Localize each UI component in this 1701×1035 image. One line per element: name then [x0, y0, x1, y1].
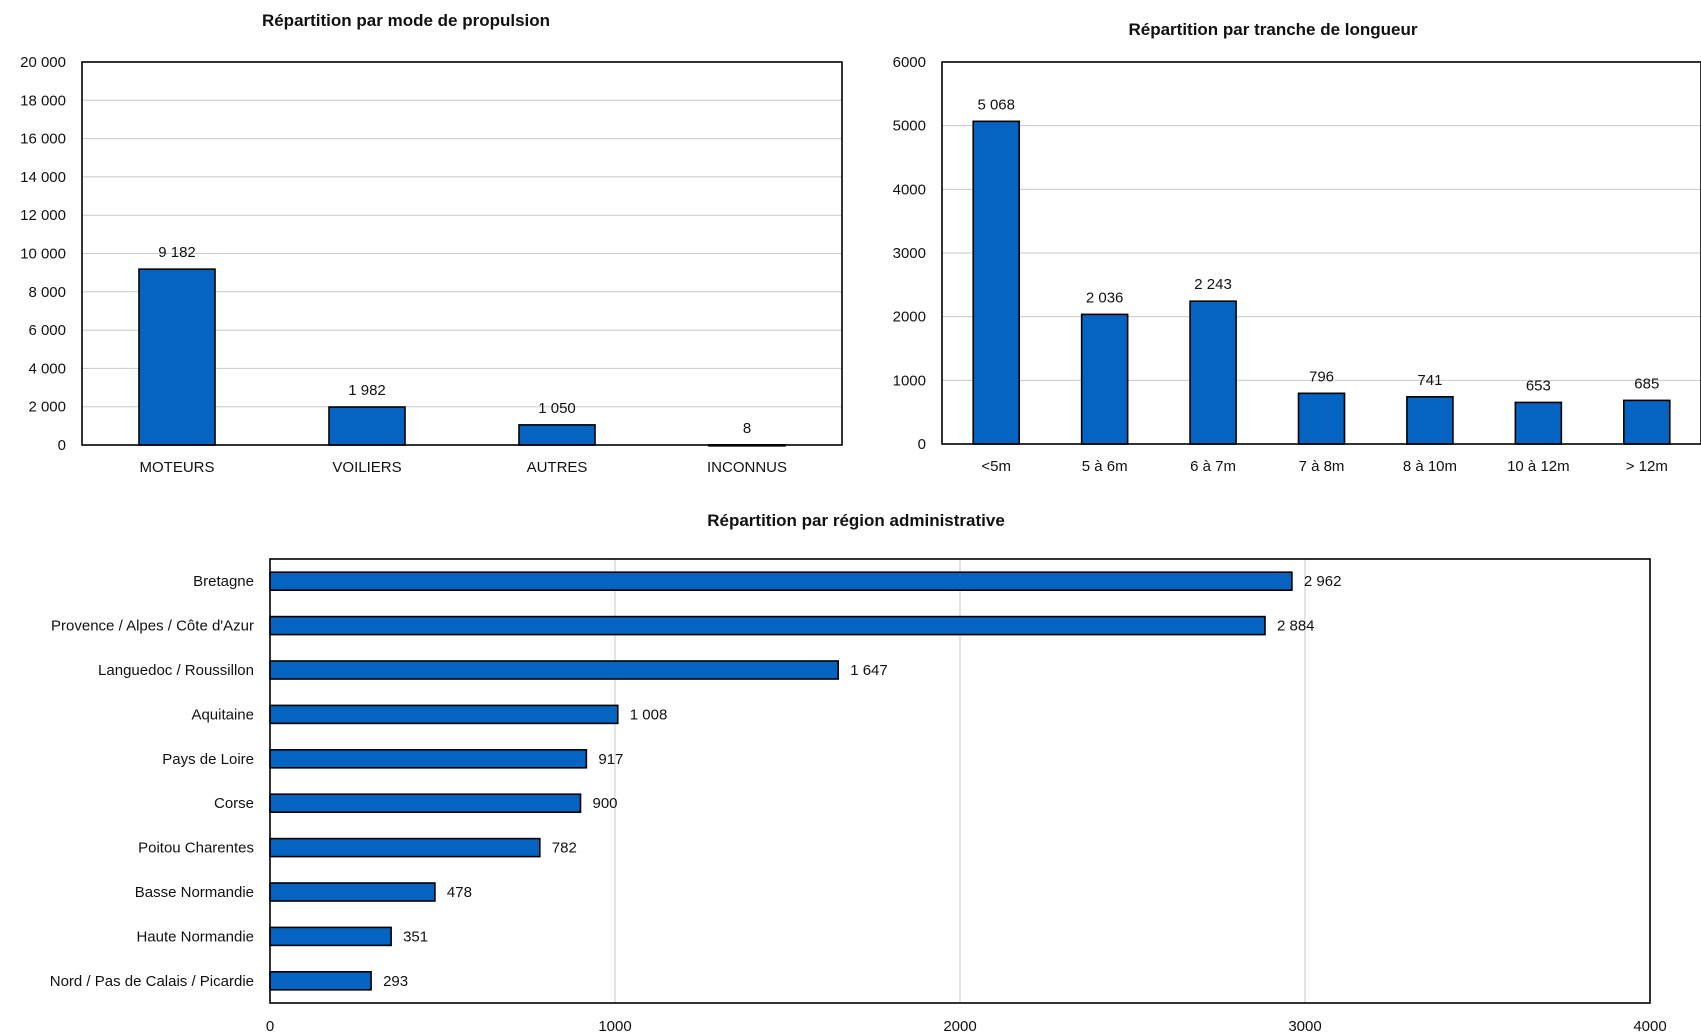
bar [518, 424, 596, 446]
y-tick-label: Poitou Charentes [138, 840, 254, 857]
y-tick-label: 8 000 [28, 284, 66, 301]
x-tick-label: 1000 [598, 1018, 631, 1035]
data-label: 478 [447, 884, 472, 901]
x-tick-label: 8 à 10m [1403, 458, 1457, 475]
y-tick-label: 5000 [893, 118, 926, 135]
data-label: 351 [403, 928, 428, 945]
bar [328, 406, 406, 446]
y-tick-label: 18 000 [20, 92, 66, 109]
y-tick-label: Corse [214, 795, 254, 812]
bar [1622, 399, 1671, 445]
data-label: 685 [1634, 375, 1659, 392]
x-tick-label: VOILIERS [332, 459, 401, 476]
y-tick-label: 12 000 [20, 207, 66, 224]
x-tick-label: AUTRES [527, 459, 588, 476]
bar [1406, 396, 1454, 445]
x-tick-label: 6 à 7m [1190, 458, 1236, 475]
y-tick-label: 14 000 [20, 169, 66, 186]
bar [269, 704, 619, 725]
y-tick-label: 10 000 [20, 246, 66, 263]
data-label: 741 [1417, 372, 1442, 389]
bar [269, 748, 588, 769]
x-tick-label: <5m [981, 458, 1011, 475]
propulsion-chart: Répartition par mode de propulsion 0 2 00… [20, 11, 843, 476]
y-tick-label: 2 000 [28, 399, 66, 416]
data-label: 653 [1526, 377, 1551, 394]
bar [269, 926, 392, 947]
length-plot: 0 1000 2000 3000 4000 5000 6000 5 068 <5m 2 036 5 … [893, 54, 1701, 475]
region-plot: 0 1000 2000 3000 4000 2 962 Bretagne 2 884 Prove… [50, 558, 1667, 1035]
data-label: 1 050 [538, 400, 576, 417]
y-tick-label: Aquitaine [191, 706, 254, 723]
propulsion-plot: 0 2 000 4 000 6 000 8 000 10 000 12 000 14 000 1… [20, 54, 843, 476]
x-tick-label: 10 à 12m [1507, 458, 1570, 475]
bar [269, 615, 1266, 636]
y-tick-label: 16 000 [20, 131, 66, 148]
data-label: 917 [598, 751, 623, 768]
x-tick-label: 3000 [1288, 1018, 1321, 1035]
data-label: 2 243 [1194, 276, 1232, 293]
x-tick-label: > 12m [1626, 458, 1668, 475]
bar [269, 837, 541, 858]
y-tick-label: Bretagne [193, 573, 254, 590]
y-tick-label: Nord / Pas de Calais / Picardie [50, 973, 254, 990]
data-label: 1 982 [348, 382, 386, 399]
region-chart-title: Répartition par région administrative [707, 511, 1005, 530]
x-tick-label: MOTEURS [140, 459, 215, 476]
bar [1297, 392, 1346, 445]
data-label: 1 008 [630, 706, 668, 723]
data-label: 782 [552, 840, 577, 857]
x-tick-label: 2000 [943, 1018, 976, 1035]
data-label: 796 [1309, 368, 1334, 385]
y-tick-label: 6 000 [28, 322, 66, 339]
bar [269, 571, 1293, 592]
plot-frame [269, 558, 1651, 1004]
data-label: 2 036 [1086, 289, 1124, 306]
data-label: 8 [743, 420, 751, 437]
bar [269, 793, 582, 814]
bar [1080, 313, 1129, 445]
y-tick-label: Languedoc / Roussillon [98, 662, 254, 679]
y-tick-label: Pays de Loire [162, 751, 254, 768]
data-label: 2 884 [1277, 618, 1315, 635]
y-tick-label: 3000 [893, 245, 926, 262]
data-label: 900 [593, 795, 618, 812]
length-chart: Répartition par tranche de longueur 0 100… [893, 20, 1701, 475]
plot-frame [941, 61, 1701, 445]
propulsion-chart-title: Répartition par mode de propulsion [262, 11, 550, 30]
bar [138, 268, 216, 446]
data-label: 2 962 [1304, 573, 1342, 590]
x-tick-label: 0 [266, 1018, 274, 1035]
length-chart-title: Répartition par tranche de longueur [1128, 20, 1417, 39]
x-tick-label: 7 à 8m [1299, 458, 1345, 475]
y-tick-label: Basse Normandie [135, 884, 254, 901]
y-tick-label: 2000 [893, 309, 926, 326]
y-tick-label: 0 [58, 437, 66, 454]
region-chart: Répartition par région administrative 0 1… [50, 511, 1667, 1035]
y-tick-label: 20 000 [20, 54, 66, 71]
bar [269, 970, 372, 991]
bar [1514, 401, 1563, 445]
data-label: 1 647 [850, 662, 888, 679]
y-tick-label: 4000 [893, 181, 926, 198]
x-tick-label: 5 à 6m [1082, 458, 1128, 475]
x-tick-label: 4000 [1633, 1018, 1666, 1035]
y-tick-label: 4 000 [28, 360, 66, 377]
y-tick-label: 0 [918, 436, 926, 453]
plot-frame [81, 61, 843, 446]
bar [269, 660, 840, 680]
bar [972, 120, 1021, 445]
y-tick-label: Haute Normandie [136, 928, 254, 945]
data-label: 5 068 [977, 96, 1015, 113]
data-label: 9 182 [158, 244, 196, 261]
y-tick-label: Provence / Alpes / Côte d'Azur [51, 618, 254, 635]
x-tick-label: INCONNUS [707, 459, 787, 476]
data-label: 293 [383, 973, 408, 990]
y-tick-label: 6000 [893, 54, 926, 71]
bar [269, 882, 436, 902]
y-tick-label: 1000 [893, 372, 926, 389]
bar [1189, 300, 1237, 445]
